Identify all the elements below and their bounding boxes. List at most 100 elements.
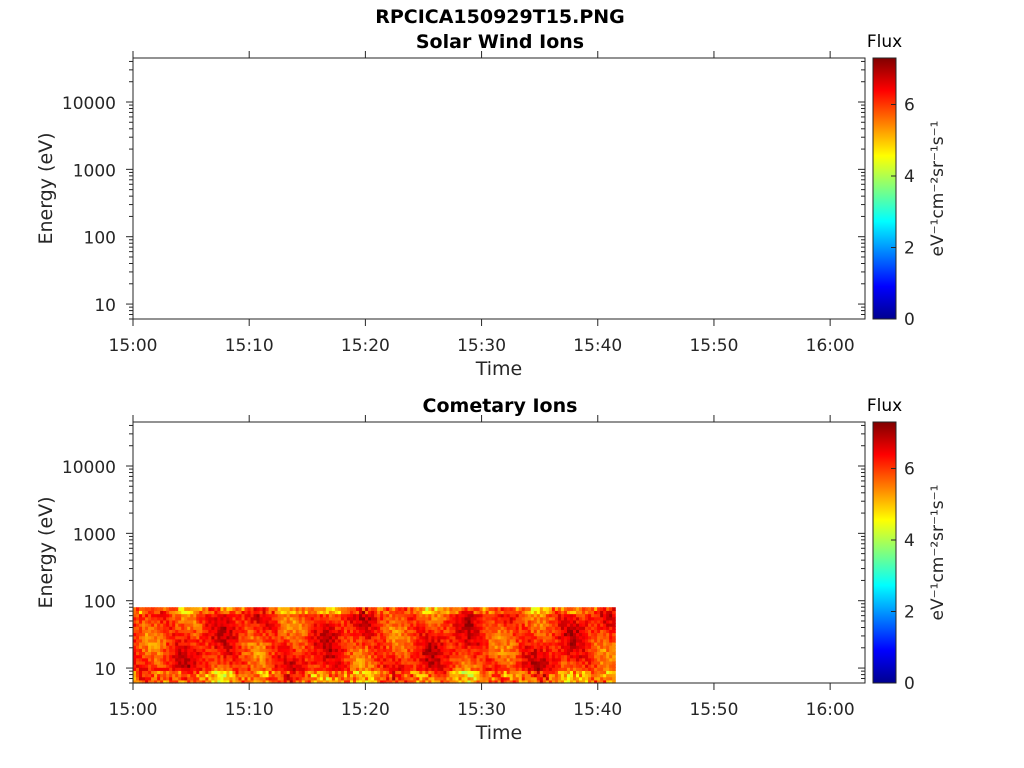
spectrogram-cell [349, 623, 354, 627]
spectrogram-cell [196, 638, 200, 643]
spectrogram-cell [325, 657, 330, 662]
spectrogram-cell [241, 657, 246, 662]
spectrogram-cell [488, 632, 493, 637]
spectrogram-cell [440, 632, 445, 637]
spectrogram-cell [205, 629, 209, 634]
spectrogram-cell [509, 670, 514, 675]
spectrogram-cell [413, 613, 417, 618]
spectrogram-cell [211, 626, 215, 630]
spectrogram-cell [503, 641, 508, 646]
spectrogram-cell [349, 613, 354, 618]
spectrogram-cell [202, 651, 206, 656]
spectrogram-cell [572, 679, 577, 684]
spectrogram-cell [295, 610, 300, 615]
spectrogram-cell [579, 613, 583, 618]
spectrogram-cell [178, 664, 182, 668]
spectrogram-cell [319, 657, 324, 662]
spectrogram-cell [175, 664, 179, 668]
spectrogram-cell [597, 657, 601, 662]
spectrogram-cell [214, 664, 218, 668]
spectrogram-cell [352, 619, 357, 624]
spectrogram-cell [524, 632, 529, 637]
spectrogram-cell [166, 654, 170, 659]
spectrogram-cell [154, 629, 158, 634]
spectrogram-cell [449, 667, 454, 671]
spectrogram-cell [597, 626, 601, 630]
spectrogram-cell [374, 613, 378, 618]
spectrogram-cell [572, 635, 577, 640]
spectrogram-cell [211, 638, 215, 643]
spectrogram-cell [307, 670, 312, 675]
spectrogram-cell [524, 664, 529, 668]
spectrogram-cell [265, 670, 270, 675]
spectrogram-cell [289, 651, 294, 656]
spectrogram-cell [551, 632, 556, 637]
spectrogram-cell [139, 654, 143, 659]
spectrogram-cell [386, 645, 390, 649]
spectrogram-cell [232, 651, 237, 656]
spectrogram-cell [603, 619, 607, 624]
spectrogram-cell [491, 626, 496, 630]
spectrogram-cell [455, 632, 460, 637]
spectrogram-cell [244, 670, 249, 675]
spectrogram-cell [383, 629, 387, 634]
spectrogram-cell [226, 635, 231, 640]
spectrogram-cell [443, 651, 448, 656]
spectrogram-cell [193, 654, 197, 659]
spectrogram-cell [434, 610, 438, 615]
spectrogram-cell [346, 670, 351, 675]
spectrogram-cell [419, 657, 423, 662]
spectrogram-cell [392, 638, 396, 643]
spectrogram-cell [579, 610, 583, 615]
spectrogram-cell [331, 641, 336, 646]
spectrogram-cell [479, 623, 484, 627]
spectrogram-cell [352, 645, 357, 649]
spectrogram-cell [539, 673, 544, 678]
spectrogram-cell [461, 667, 466, 671]
spectrogram-cell [187, 607, 191, 611]
spectrogram-cell [154, 641, 158, 646]
spectrogram-cell [325, 607, 330, 611]
spectrogram-cell [160, 607, 164, 611]
spectrogram-cell [512, 657, 517, 662]
spectrogram-cell [349, 626, 354, 630]
spectrogram-cell [238, 673, 243, 678]
spectrogram-cell [148, 660, 152, 665]
spectrogram-cell [178, 657, 182, 662]
spectrogram-cell [250, 664, 255, 668]
spectrogram-cell [157, 667, 161, 671]
spectrogram-cell [268, 626, 273, 630]
spectrogram-cell [241, 626, 246, 630]
spectrogram-cell [446, 613, 451, 618]
spectrogram-cell [407, 664, 411, 668]
spectrogram-cell [244, 607, 249, 611]
spectrogram-cell [178, 641, 182, 646]
spectrogram-cell [582, 635, 586, 640]
spectrogram-cell [530, 629, 535, 634]
spectrogram-cell [169, 623, 173, 627]
spectrogram-cell [166, 648, 170, 653]
spectrogram-cell [600, 667, 604, 671]
spectrogram-cell [274, 619, 279, 624]
spectrogram-cell [319, 660, 324, 665]
spectrogram-cell [597, 623, 601, 627]
spectrogram-cell [244, 616, 249, 621]
spectrogram-cell [431, 638, 435, 643]
spectrogram-cell [464, 607, 469, 611]
spectrogram-cell [380, 616, 384, 621]
spectrogram-cell [533, 645, 538, 649]
spectrogram-cell [334, 632, 339, 637]
spectrogram-cell [461, 676, 466, 681]
spectrogram-cell [298, 629, 303, 634]
spectrogram-cell [166, 626, 170, 630]
spectrogram-cell [579, 651, 583, 656]
spectrogram-cell [603, 670, 607, 675]
spectrogram-cell [458, 657, 463, 662]
spectrogram-cell [386, 651, 390, 656]
spectrogram-cell [542, 641, 547, 646]
spectrogram-cell [362, 670, 366, 675]
spectrogram-cell [148, 654, 152, 659]
spectrogram-cell [292, 629, 297, 634]
spectrogram-cell [594, 673, 598, 678]
spectrogram-cell [208, 651, 212, 656]
